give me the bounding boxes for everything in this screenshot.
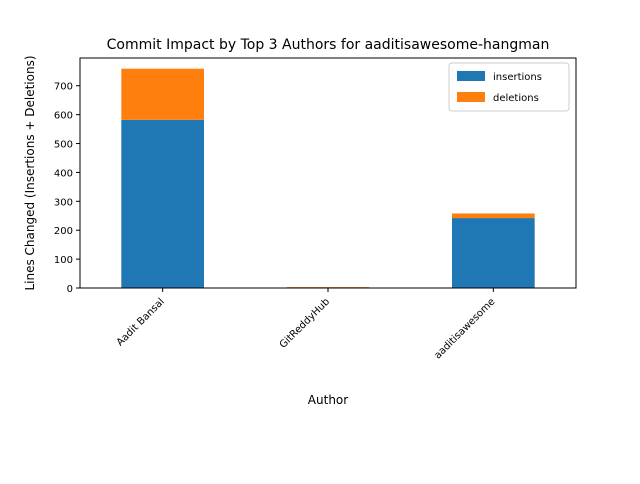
- y-tick-label: 100: [54, 255, 73, 266]
- chart-title: Commit Impact by Top 3 Authors for aadit…: [107, 37, 550, 53]
- x-tick-label: Aadit Bansal: [115, 296, 167, 348]
- y-tick-label: 700: [54, 82, 73, 93]
- y-tick-label: 300: [54, 197, 73, 208]
- legend-swatch-deletions: [457, 92, 485, 102]
- x-tick-label: GitReddyHub: [278, 296, 332, 350]
- y-tick-label: 400: [54, 168, 73, 179]
- y-axis: 0 100 200 300 400 500 600 700: [54, 82, 80, 295]
- bar-deletions: [121, 69, 204, 120]
- y-tick-label: 0: [67, 284, 73, 295]
- legend: insertions deletions: [449, 63, 569, 111]
- legend-swatch-insertions: [457, 71, 485, 81]
- legend-label-deletions: deletions: [493, 93, 539, 104]
- bar-insertions: [121, 120, 204, 288]
- y-axis-label: Lines Changed (Insertions + Deletions): [23, 55, 37, 290]
- x-tick-label: aaditisawesome: [432, 296, 497, 361]
- y-tick-label: 600: [54, 111, 73, 122]
- bar-insertions: [452, 218, 535, 288]
- x-axis-label: Author: [308, 393, 348, 407]
- y-tick-label: 500: [54, 140, 73, 151]
- legend-label-insertions: insertions: [493, 72, 542, 83]
- y-tick-label: 200: [54, 226, 73, 237]
- x-axis: Aadit Bansal GitReddyHub aaditisawesome: [115, 288, 498, 361]
- bar-deletions: [452, 213, 535, 218]
